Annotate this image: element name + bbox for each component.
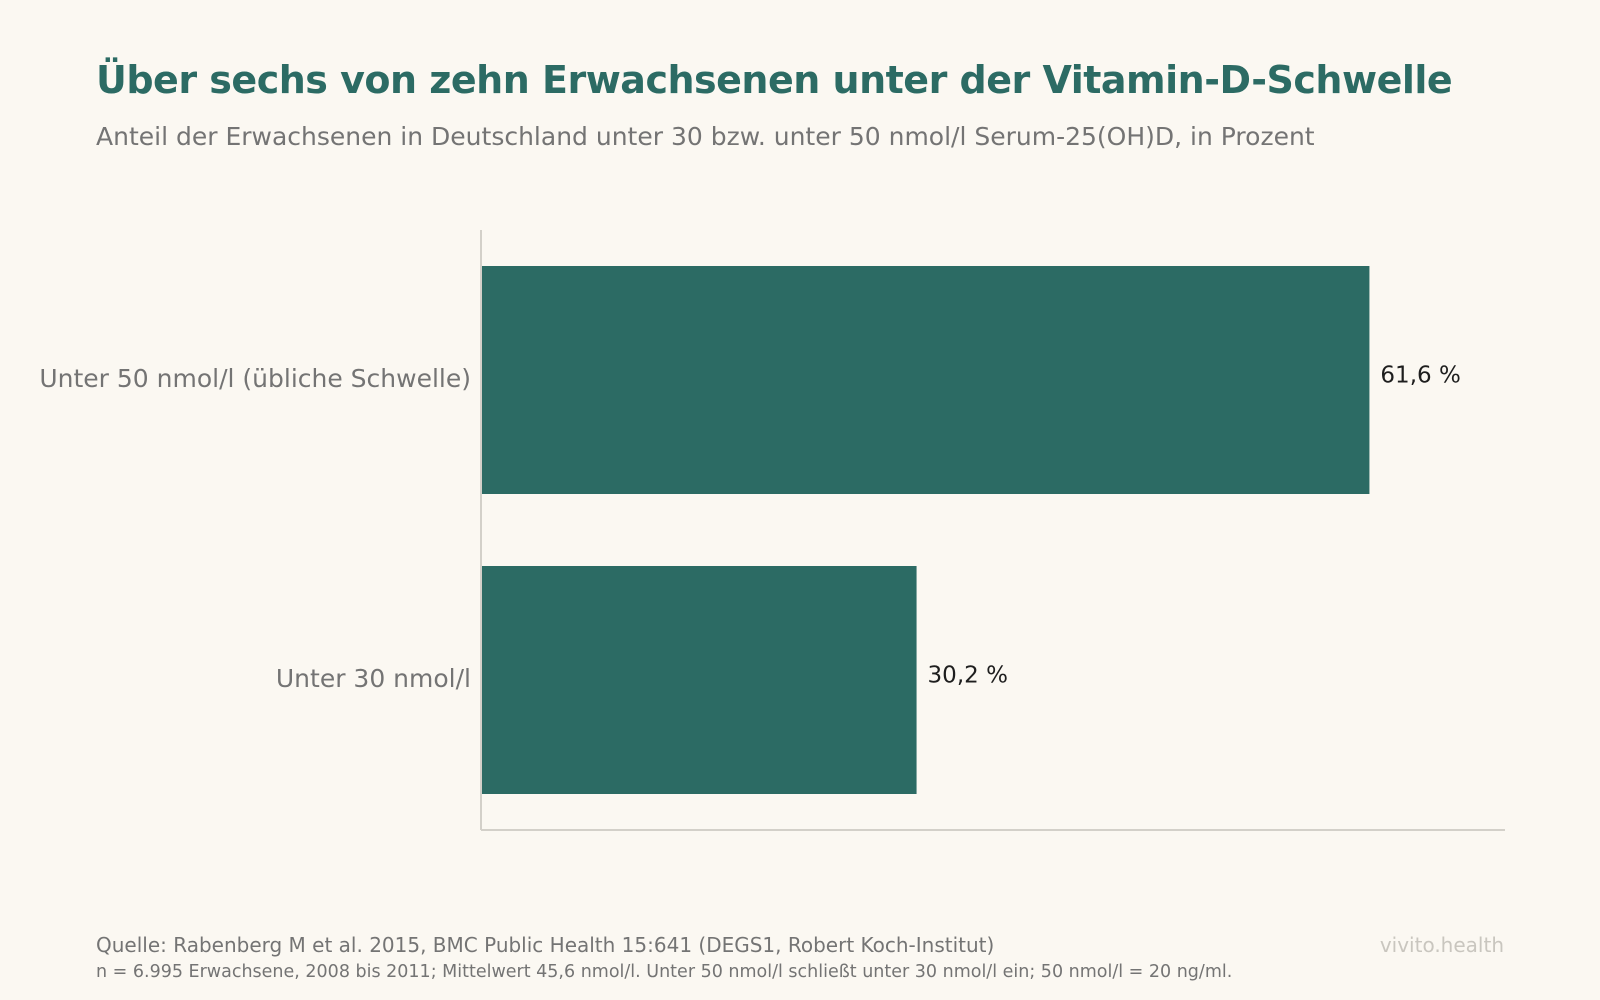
chart-title: Über sechs von zehn Erwachsenen unter de… <box>96 58 1453 102</box>
bar-1 <box>481 266 1370 494</box>
brand-watermark: vivito.health <box>1379 933 1504 957</box>
footnote: n = 6.995 Erwachsene, 2008 bis 2011; Mit… <box>96 962 1233 982</box>
bar-chart: Unter 50 nmol/l (übliche Schwelle) 61,6 %… <box>39 230 1505 831</box>
value-label-2: 30,2 % <box>928 663 1008 689</box>
chart-subtitle: Anteil der Erwachsenen in Deutschland un… <box>96 122 1315 151</box>
category-label-1: Unter 50 nmol/l (übliche Schwelle) <box>39 364 471 393</box>
value-label-1: 61,6 % <box>1380 363 1460 389</box>
source-citation: Quelle: Rabenberg M et al. 2015, BMC Pub… <box>96 933 995 957</box>
category-label-2: Unter 30 nmol/l <box>276 664 471 693</box>
bar-2 <box>481 566 917 794</box>
